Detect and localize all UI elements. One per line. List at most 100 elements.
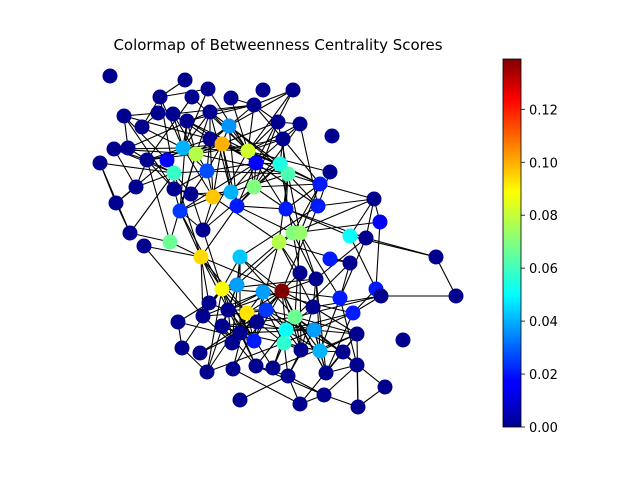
graph-node	[280, 368, 296, 384]
graph-node	[166, 165, 182, 181]
graph-node	[205, 189, 221, 205]
graph-node	[322, 164, 338, 180]
graph-edge	[159, 88, 209, 98]
graph-node	[202, 104, 218, 120]
graph-edge	[247, 123, 301, 152]
graph-node	[134, 119, 150, 135]
graph-edge	[315, 237, 367, 280]
graph-node	[229, 277, 245, 293]
graph-node	[193, 249, 209, 265]
graph-node	[177, 72, 193, 88]
graph-node	[395, 332, 411, 348]
graph-node	[92, 155, 108, 171]
graph-edge	[172, 113, 208, 172]
graph-edge	[349, 235, 377, 290]
colorbar-tick-label: 0.06	[529, 262, 558, 277]
graph-node	[324, 128, 340, 144]
graph-node	[174, 340, 190, 356]
graph-node	[274, 283, 290, 299]
graph-edge	[247, 104, 255, 152]
colorbar: 0.00 0.02 0.04 0.06 0.08 0.10 0.12	[502, 58, 558, 436]
graph-node	[232, 325, 248, 341]
graph-edge	[179, 210, 202, 258]
graph-node	[358, 230, 374, 246]
graph-node	[224, 335, 240, 351]
graph-node	[285, 82, 301, 98]
colorbar-tick-label: 0.04	[529, 315, 558, 330]
graph-node	[275, 131, 291, 147]
graph-edge	[239, 375, 289, 401]
graph-node	[428, 249, 444, 265]
graph-edge	[221, 325, 257, 367]
graph-node	[305, 299, 321, 315]
graph-node	[255, 82, 271, 98]
graph-node	[199, 163, 215, 179]
graph-node	[246, 97, 262, 113]
graph-node	[102, 68, 118, 84]
graph-edge	[247, 89, 294, 152]
graph-edge	[299, 232, 317, 280]
graph-node	[292, 225, 308, 241]
graph-node	[214, 281, 230, 297]
graph-edge	[292, 232, 317, 280]
graph-edge	[253, 123, 301, 188]
graph-edge	[278, 241, 351, 264]
graph-edge	[299, 272, 302, 351]
graph-edge	[212, 196, 280, 243]
graph-node	[292, 265, 308, 281]
graph-node	[239, 305, 255, 321]
graph-edge	[200, 256, 283, 292]
graph-node	[214, 136, 230, 152]
graph-node	[265, 360, 281, 376]
graph-edge	[179, 162, 257, 212]
graph-node	[246, 333, 262, 349]
graph-edge	[202, 186, 255, 231]
graph-edge	[99, 162, 175, 174]
graph-node	[192, 345, 208, 361]
graph-node	[332, 290, 348, 306]
graph-edge	[292, 221, 381, 234]
graph-edge	[292, 183, 321, 234]
graph-node	[335, 344, 351, 360]
graph-node	[170, 314, 186, 330]
graph-edge	[239, 329, 315, 334]
colorbar-ticks: 0.00 0.02 0.04 0.06 0.08 0.10 0.12	[521, 103, 558, 436]
graph-node	[214, 318, 230, 334]
graph-edge	[239, 205, 319, 258]
graph-node	[377, 379, 393, 395]
graph-edge	[236, 205, 287, 210]
graph-edge	[231, 256, 241, 344]
graph-node	[150, 105, 166, 121]
graph-edge	[123, 115, 175, 190]
graph-node	[292, 396, 308, 412]
graph-node	[342, 255, 358, 271]
graph-node	[373, 288, 389, 304]
graph-edge	[182, 147, 214, 198]
graph-edge	[325, 312, 354, 374]
graph-edge	[232, 312, 248, 370]
graph-node	[202, 131, 218, 147]
graph-node	[270, 114, 286, 130]
graph-node	[106, 141, 122, 157]
graph-node	[306, 322, 322, 338]
graph-edge	[315, 278, 327, 374]
graph-node	[280, 166, 296, 182]
colorbar-tick-label: 0.02	[529, 368, 558, 383]
colorbar-tick-label: 0.10	[529, 156, 558, 171]
graph-edge	[127, 111, 211, 149]
graph-edge	[206, 170, 289, 175]
graph-edge	[299, 232, 341, 299]
graph-edge	[312, 295, 382, 308]
graph-node	[345, 305, 361, 321]
graph-node	[276, 335, 292, 351]
graph-node	[240, 143, 256, 159]
graph-node	[172, 203, 188, 219]
graph-node	[349, 357, 365, 373]
graph-node	[292, 116, 308, 132]
graph-edge	[285, 312, 354, 331]
colorbar-tick-label: 0.08	[529, 209, 558, 224]
graph-edge	[319, 183, 375, 200]
graph-edge	[282, 138, 321, 185]
graph-node	[342, 228, 358, 244]
graph-edge	[202, 291, 264, 317]
